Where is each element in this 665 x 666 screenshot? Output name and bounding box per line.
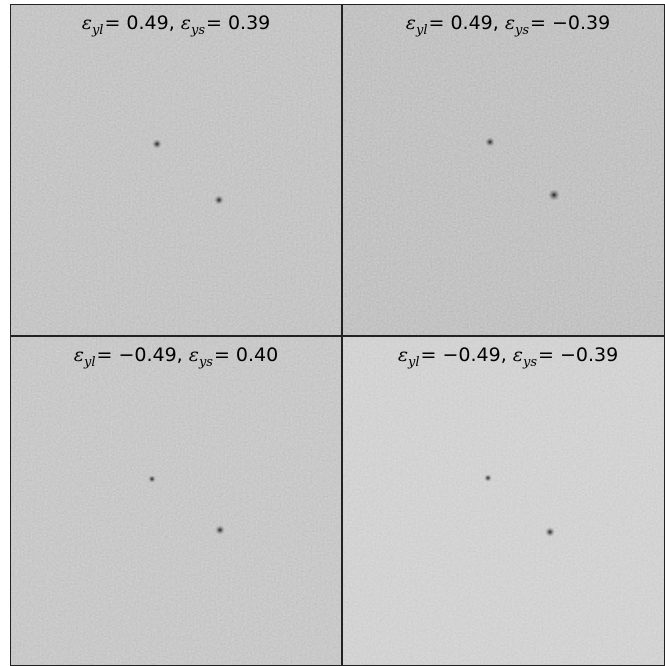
symbol: ε: [505, 12, 515, 34]
value: = −0.39: [530, 12, 610, 34]
subscript: ys: [190, 23, 205, 38]
value: = 0.39: [206, 12, 270, 34]
source-spot: [484, 474, 492, 482]
subscript: ys: [514, 23, 529, 38]
image: [342, 4, 665, 336]
panel: εyl= 0.49, εys= −0.39: [342, 4, 665, 336]
source-spot: [148, 475, 156, 483]
subscript: yl: [91, 23, 104, 38]
image: [342, 336, 665, 666]
panel-title: εyl= −0.49, εys= −0.39: [398, 344, 618, 370]
source-spot: [215, 525, 225, 535]
symbol: ε: [406, 12, 416, 34]
value: = 0.40: [214, 344, 278, 366]
subscript: ys: [198, 355, 213, 370]
value: = −0.49,: [97, 344, 183, 366]
subscript: yl: [407, 355, 420, 370]
source-spot: [485, 137, 495, 147]
symbol: ε: [189, 344, 199, 366]
value: = −0.49,: [421, 344, 507, 366]
subscript: ys: [522, 355, 537, 370]
source-spot: [214, 195, 224, 205]
symbol: ε: [82, 12, 92, 34]
symbol: ε: [181, 12, 191, 34]
panel-title: εyl= −0.49, εys= 0.40: [74, 344, 278, 370]
panel-border: [10, 4, 342, 336]
symbol: ε: [398, 344, 408, 366]
subscript: yl: [83, 355, 96, 370]
panel: εyl= 0.49, εys= 0.39: [10, 4, 342, 336]
image: [10, 336, 342, 666]
panels: εyl= 0.49, εys= 0.39 εyl= 0.49, εys= −0.39ε…: [10, 4, 665, 666]
panel-title: εyl= 0.49, εys= 0.39: [82, 12, 271, 38]
panel: εyl= −0.49, εys= 0.40: [10, 336, 342, 666]
panel: εyl= −0.49, εys= −0.39: [342, 336, 665, 666]
source-spot: [548, 189, 560, 201]
symbol: ε: [74, 344, 84, 366]
source-spot: [152, 139, 162, 149]
panel-title: εyl= 0.49, εys= −0.39: [406, 12, 610, 38]
value: = −0.39: [538, 344, 618, 366]
symbol: ε: [513, 344, 523, 366]
image: [10, 4, 342, 336]
value: = 0.49,: [104, 12, 174, 34]
source-spot: [545, 527, 555, 537]
subscript: yl: [415, 23, 428, 38]
value: = 0.49,: [429, 12, 499, 34]
